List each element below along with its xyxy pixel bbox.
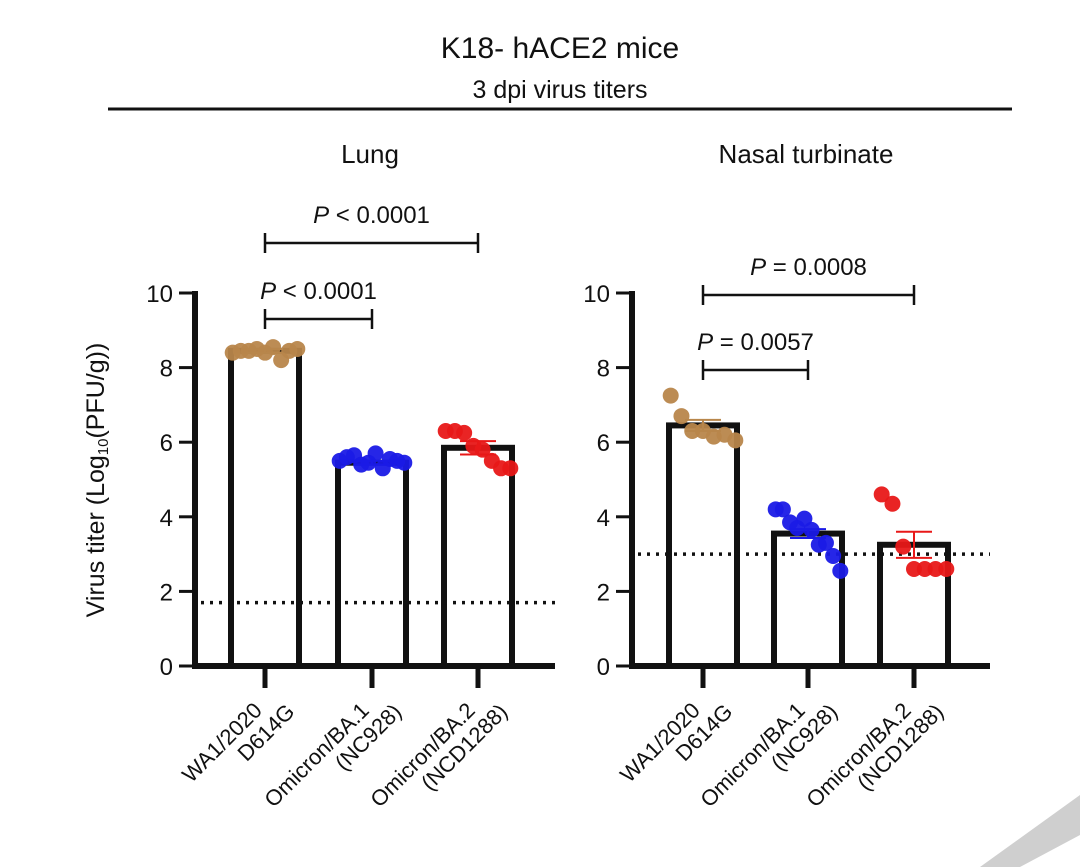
y-tick-label: 4 — [597, 505, 610, 532]
p-value-text: = 0.0057 — [713, 329, 814, 356]
data-point — [873, 486, 890, 503]
bar — [441, 444, 515, 670]
y-tick-label: 6 — [160, 430, 173, 457]
y-tick-label: 2 — [597, 579, 610, 606]
data-point — [938, 561, 955, 578]
p-value-label: P < 0.0001 — [313, 202, 430, 229]
bar — [228, 347, 302, 669]
y-tick-label: 8 — [597, 356, 610, 383]
p-value-label: P = 0.0057 — [697, 329, 814, 356]
panel-title: Nasal turbinate — [719, 139, 894, 169]
p-symbol: P — [697, 329, 713, 356]
y-tick-label: 2 — [160, 579, 173, 606]
data-point — [832, 562, 849, 579]
y-tick-label: 4 — [160, 505, 173, 532]
y-tick-label: 10 — [583, 281, 610, 308]
data-point — [895, 538, 912, 555]
y-tick-label: 0 — [160, 654, 173, 681]
data-point — [456, 424, 473, 441]
p-value-label: P = 0.0008 — [750, 254, 867, 281]
bar — [335, 459, 409, 669]
data-point — [662, 387, 679, 404]
data-point — [265, 339, 282, 356]
data-point — [884, 495, 901, 512]
data-point — [367, 445, 384, 462]
p-symbol: P — [260, 278, 276, 305]
figure-title: K18- hACE2 mice — [441, 32, 679, 65]
panel-title: Lung — [341, 139, 399, 169]
corner-decoration — [980, 795, 1080, 867]
y-axis-label: Virus titer (Log10(PFU/g)) — [82, 343, 112, 618]
figure-subtitle: 3 dpi virus titers — [472, 76, 647, 104]
data-point — [673, 408, 690, 425]
y-tick-label: 10 — [146, 281, 173, 308]
p-value-text: < 0.0001 — [329, 202, 430, 229]
y-tick-label: 8 — [160, 356, 173, 383]
nasal-turbinate-panel: Nasal turbinate0246810WA1/2020D614GOmicr… — [583, 139, 990, 812]
data-point — [774, 501, 791, 518]
data-point — [396, 454, 413, 471]
data-point — [727, 432, 744, 449]
p-value-text: = 0.0008 — [766, 254, 867, 281]
data-point — [825, 547, 842, 564]
bar — [666, 422, 740, 670]
p-symbol: P — [313, 202, 329, 229]
y-tick-label: 6 — [597, 430, 610, 457]
y-tick-label: 0 — [597, 654, 610, 681]
data-point — [289, 340, 306, 357]
p-value-text: < 0.0001 — [276, 278, 377, 305]
p-value-label: P < 0.0001 — [260, 278, 377, 305]
data-point — [502, 460, 519, 477]
p-symbol: P — [750, 254, 766, 281]
lung-panel: Lung0246810WA1/2020D614GOmicron/BA.1(NC9… — [146, 139, 555, 812]
